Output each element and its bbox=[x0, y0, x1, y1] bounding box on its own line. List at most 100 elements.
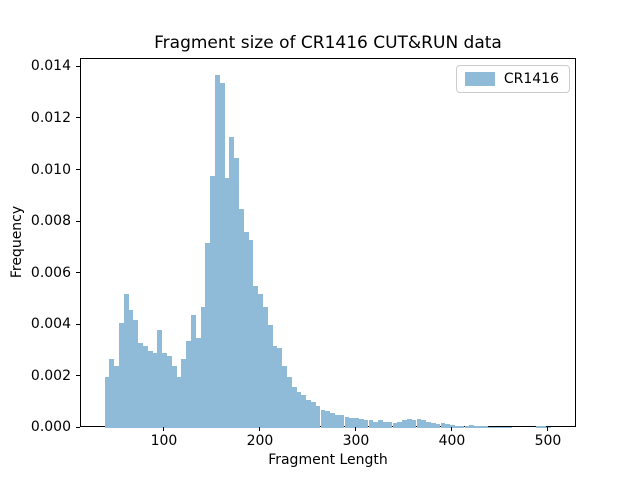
histogram-bar bbox=[397, 421, 403, 429]
histogram-bar bbox=[301, 394, 307, 429]
histogram-bar bbox=[435, 424, 441, 429]
histogram-bar bbox=[171, 366, 177, 429]
histogram-bar bbox=[181, 358, 187, 429]
histogram-bar bbox=[142, 345, 148, 429]
histogram-bar bbox=[253, 286, 259, 429]
histogram-bar bbox=[406, 419, 412, 429]
histogram-bar bbox=[272, 345, 278, 429]
histogram-bar bbox=[344, 416, 350, 429]
histogram-bar bbox=[195, 338, 201, 429]
histogram-bar bbox=[507, 427, 513, 429]
histogram-bar bbox=[291, 386, 297, 429]
x-tick-label: 200 bbox=[246, 433, 274, 450]
histogram-bar bbox=[325, 411, 331, 429]
histogram-bar bbox=[214, 75, 220, 429]
histogram-bar bbox=[483, 426, 489, 429]
histogram-bar bbox=[416, 419, 422, 429]
y-tick-mark bbox=[76, 117, 80, 119]
histogram-bar bbox=[109, 358, 115, 429]
histogram-bar bbox=[354, 417, 359, 429]
histogram-bar bbox=[478, 426, 484, 429]
histogram-bar bbox=[186, 340, 191, 429]
x-tick-label: 500 bbox=[534, 433, 562, 450]
x-tick-mark bbox=[451, 427, 453, 432]
y-tick-mark bbox=[76, 65, 80, 67]
histogram-bar bbox=[128, 309, 134, 429]
histogram-bar bbox=[430, 423, 436, 429]
y-tick-label: 0.012 bbox=[30, 109, 71, 126]
histogram-bar bbox=[330, 412, 335, 429]
histogram-bar bbox=[114, 366, 119, 429]
x-tick-mark bbox=[259, 427, 261, 432]
histogram-bar bbox=[382, 421, 388, 429]
y-tick-mark bbox=[76, 375, 80, 377]
chart-title: Fragment size of CR1416 CUT&RUN data bbox=[154, 33, 502, 53]
y-tick-label: 0.006 bbox=[30, 264, 71, 281]
histogram-bar bbox=[166, 356, 172, 429]
histogram-bar bbox=[200, 307, 206, 429]
x-axis-label: Fragment Length bbox=[268, 452, 388, 468]
histogram-bar bbox=[454, 425, 460, 429]
y-tick-label: 0.000 bbox=[30, 419, 71, 436]
histogram-bar bbox=[541, 426, 547, 429]
histogram-bar bbox=[502, 426, 508, 429]
histogram-bar bbox=[536, 426, 542, 429]
histogram-bar bbox=[176, 376, 182, 429]
histogram-bar bbox=[262, 307, 268, 429]
x-tick-mark bbox=[547, 427, 549, 432]
histogram-bar bbox=[152, 353, 158, 429]
histogram-bar bbox=[488, 426, 494, 429]
y-tick-label: 0.010 bbox=[30, 161, 71, 178]
histogram-bar bbox=[546, 427, 551, 429]
histogram-bar bbox=[310, 402, 316, 429]
y-tick-mark bbox=[76, 220, 80, 222]
histogram-bar bbox=[339, 415, 345, 429]
plot-area: CR1416 bbox=[80, 57, 576, 429]
histogram-bar bbox=[440, 423, 446, 429]
histogram-bar bbox=[464, 425, 470, 429]
x-tick-mark bbox=[355, 427, 357, 432]
y-tick-mark bbox=[76, 272, 80, 274]
histogram-bar bbox=[320, 410, 326, 429]
histogram-bar bbox=[118, 322, 124, 429]
histogram-bar bbox=[205, 242, 211, 429]
histogram-bar bbox=[402, 420, 407, 429]
histogram-bar bbox=[459, 425, 465, 429]
histogram-bar bbox=[387, 421, 393, 429]
histogram-bar bbox=[123, 294, 129, 429]
histogram-bar bbox=[190, 314, 196, 429]
y-tick-label: 0.014 bbox=[30, 58, 71, 75]
histogram-bar bbox=[138, 343, 143, 429]
histogram-bar bbox=[267, 325, 273, 429]
histogram-bar bbox=[450, 425, 455, 429]
histogram-bar bbox=[286, 376, 292, 429]
histogram-bar bbox=[210, 175, 215, 429]
histogram-bar bbox=[493, 426, 499, 429]
histogram-bar bbox=[157, 330, 163, 429]
legend-label: CR1416 bbox=[503, 70, 559, 87]
y-tick-label: 0.008 bbox=[30, 213, 71, 230]
histogram-bar bbox=[248, 240, 254, 429]
histogram-bar bbox=[296, 392, 302, 429]
histogram-bar bbox=[224, 178, 230, 429]
histogram-bar bbox=[277, 348, 283, 429]
y-tick-mark bbox=[76, 426, 80, 428]
histogram-bar bbox=[368, 420, 374, 429]
histogram-bar bbox=[426, 421, 431, 429]
histogram-bar bbox=[474, 425, 479, 429]
histogram-bar bbox=[258, 294, 263, 429]
histogram-bar bbox=[234, 157, 239, 429]
legend: CR1416 bbox=[455, 64, 570, 93]
histogram-bar bbox=[392, 423, 398, 429]
histogram-bar bbox=[378, 420, 383, 429]
x-tick-label: 400 bbox=[438, 433, 466, 450]
histogram-bar bbox=[421, 420, 427, 429]
histogram-bar bbox=[373, 421, 379, 429]
histogram-bar bbox=[133, 319, 139, 429]
histogram-bar bbox=[147, 350, 153, 429]
histogram-bar bbox=[104, 376, 110, 429]
histogram-bar bbox=[219, 82, 225, 429]
histogram-bar bbox=[445, 424, 451, 429]
y-tick-mark bbox=[76, 323, 80, 325]
